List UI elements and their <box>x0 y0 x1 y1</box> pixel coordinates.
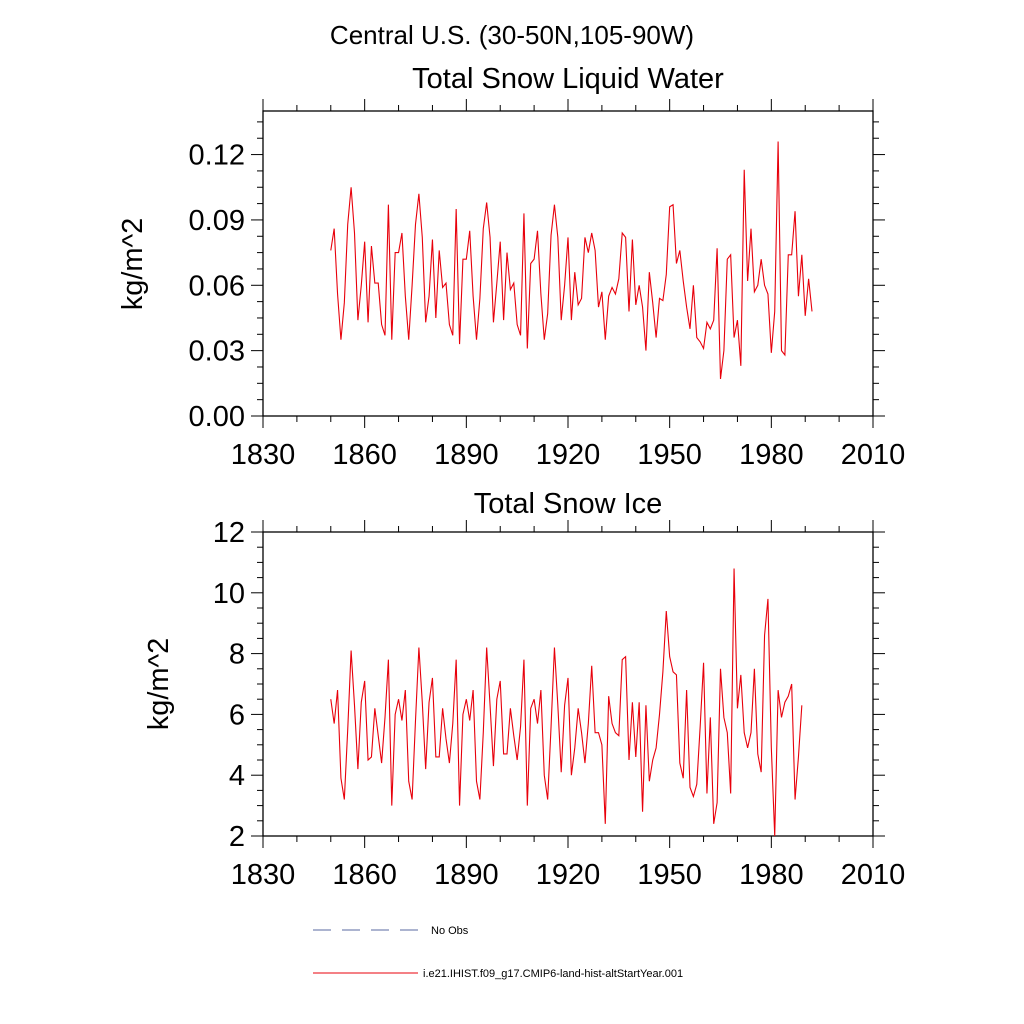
x-tick-label: 2010 <box>841 439 906 471</box>
panel-title: Total Snow Liquid Water <box>412 63 724 95</box>
panel-snow-ice: Total Snow Ice kg/m^2 1830 1860 1890 1920 19… <box>143 488 905 891</box>
x-tick-label: 1950 <box>637 859 702 891</box>
y-tick-label: 0.12 <box>189 140 245 172</box>
y-tick-label: 0.03 <box>189 336 245 368</box>
legend-label-no-obs: No Obs <box>431 925 469 937</box>
x-tick-label: 1830 <box>231 439 296 471</box>
legend: No Obs i.e21.IHIST.f09_g17.CMIP6-land-hi… <box>313 925 683 980</box>
x-tick-label: 1950 <box>637 439 702 471</box>
plot-frame <box>262 110 874 417</box>
axis-ticks <box>251 520 885 848</box>
figure-title: Central U.S. (30-50N,105-90W) <box>330 20 694 50</box>
x-tick-label: 1860 <box>332 439 397 471</box>
y-axis-label: kg/m^2 <box>117 218 149 311</box>
legend-label-model: i.e21.IHIST.f09_g17.CMIP6-land-hist-altS… <box>423 968 683 980</box>
y-tick-label: 0.00 <box>189 401 245 433</box>
series-line <box>330 141 813 380</box>
x-tick-label: 1920 <box>536 439 601 471</box>
y-tick-label: 0.06 <box>189 270 245 302</box>
y-tick-label: 10 <box>213 578 245 610</box>
series-layer <box>330 141 813 380</box>
tick-labels: 1830 1860 1890 1920 1950 1980 2010 2 4 6 8 10 12 <box>213 517 906 891</box>
series-layer <box>330 568 803 837</box>
y-tick-label: 6 <box>229 699 245 731</box>
x-tick-label: 1980 <box>739 859 804 891</box>
tick-labels: 1830 1860 1890 1920 1950 1980 2010 0.00 0.03 0.06… <box>189 140 906 471</box>
x-tick-label: 1890 <box>434 859 499 891</box>
y-tick-label: 4 <box>229 760 245 792</box>
y-tick-label: 8 <box>229 639 245 671</box>
y-tick-label: 12 <box>213 517 245 549</box>
y-tick-label: 0.09 <box>189 205 245 237</box>
x-tick-label: 1980 <box>739 439 804 471</box>
panel-title: Total Snow Ice <box>474 488 663 520</box>
x-tick-label: 1890 <box>434 439 499 471</box>
series-line <box>330 568 803 837</box>
x-tick-label: 2010 <box>841 859 906 891</box>
x-tick-label: 1920 <box>536 859 601 891</box>
y-tick-label: 2 <box>229 821 245 853</box>
axis-ticks <box>251 99 885 428</box>
x-tick-label: 1830 <box>231 859 296 891</box>
panel-snow-liquid-water: Total Snow Liquid Water kg/m^2 1830 1860 1… <box>117 63 905 471</box>
x-tick-label: 1860 <box>332 859 397 891</box>
y-axis-label: kg/m^2 <box>143 638 175 731</box>
